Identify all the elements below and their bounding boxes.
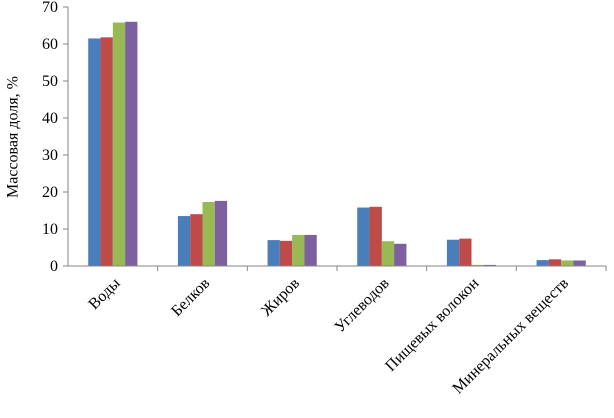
x-tick-label: Белков (168, 274, 213, 319)
bar (471, 264, 484, 266)
bar (202, 201, 215, 266)
bar (125, 21, 138, 266)
bar (459, 238, 472, 266)
bar (446, 239, 460, 266)
bar (381, 241, 395, 266)
y-tick-label: 50 (42, 73, 58, 90)
bar (483, 264, 497, 266)
y-tick-label: 60 (42, 36, 58, 53)
bar (100, 37, 113, 267)
bar (88, 38, 101, 267)
bar (267, 240, 280, 266)
y-tick-label: 70 (42, 0, 58, 16)
y-tick-label: 0 (50, 258, 58, 275)
x-tick-label: Пищевых волокон (382, 275, 482, 375)
bar (112, 22, 126, 266)
bar (292, 234, 305, 266)
bar (177, 216, 191, 266)
bar (561, 260, 574, 266)
bar (357, 207, 370, 266)
bar (573, 260, 586, 266)
x-tick-label: Жиров (258, 274, 303, 319)
y-tick-label: 20 (42, 184, 58, 201)
bar (536, 260, 549, 266)
y-tick-label: 10 (42, 221, 58, 238)
bar (190, 214, 203, 266)
y-axis-label: Массовая доля, % (5, 76, 22, 198)
bar (279, 240, 293, 266)
x-tick-label: Углеводов (332, 274, 393, 335)
x-tick-label: Воды (85, 275, 123, 313)
bar (548, 259, 562, 266)
bar (369, 206, 382, 266)
bar (304, 234, 317, 266)
y-tick-label: 40 (42, 110, 58, 127)
bar (214, 200, 228, 266)
bar (394, 243, 407, 266)
y-tick-label: 30 (42, 147, 58, 164)
